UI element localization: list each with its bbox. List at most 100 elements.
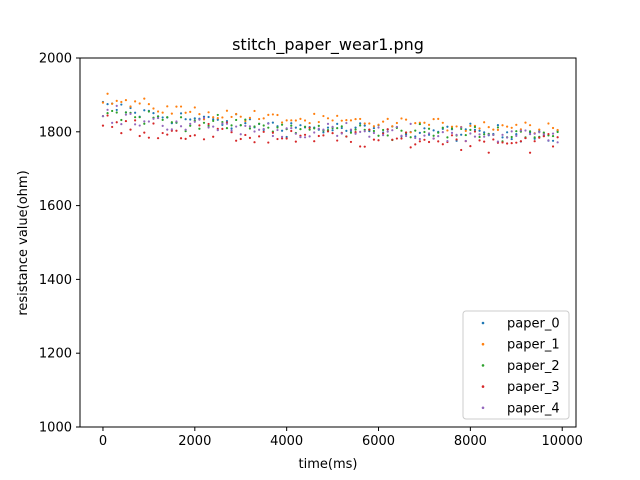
- data-point: [427, 132, 431, 135]
- data-point: [120, 118, 123, 122]
- data-point: [432, 129, 435, 132]
- data-point: [437, 131, 440, 134]
- data-point: [179, 125, 183, 128]
- plot-frame: [79, 57, 577, 428]
- data-point: [280, 135, 284, 138]
- data-point: [450, 134, 454, 137]
- data-point: [170, 121, 173, 124]
- data-point: [129, 105, 132, 108]
- data-point: [179, 116, 183, 119]
- data-point: [382, 134, 385, 137]
- data-point: [212, 125, 215, 128]
- legend-marker: [481, 321, 485, 325]
- data-point: [496, 124, 500, 127]
- data-point: [248, 127, 252, 130]
- data-point: [354, 118, 357, 121]
- data-point: [377, 134, 380, 137]
- data-point: [331, 129, 334, 132]
- data-point: [551, 139, 555, 142]
- chart-title: stitch_paper_wear1.png: [232, 35, 424, 55]
- data-point: [189, 110, 192, 113]
- data-point: [450, 127, 454, 130]
- data-point: [138, 134, 141, 138]
- data-point: [120, 100, 123, 104]
- data-point: [143, 120, 146, 123]
- data-point: [253, 109, 256, 113]
- data-point: [359, 145, 362, 148]
- data-point: [271, 113, 274, 116]
- data-point: [432, 137, 435, 140]
- data-point: [483, 140, 486, 143]
- data-point: [253, 130, 256, 133]
- data-point: [166, 133, 169, 136]
- data-point: [510, 126, 513, 129]
- data-point: [138, 124, 141, 127]
- data-point: [377, 123, 380, 126]
- data-point: [469, 122, 472, 125]
- data-point: [506, 125, 509, 128]
- data-point: [129, 112, 132, 115]
- data-point: [156, 115, 160, 118]
- data-point: [331, 131, 334, 135]
- data-point: [221, 116, 224, 119]
- data-point: [285, 135, 288, 139]
- data-point: [533, 140, 536, 143]
- data-point: [166, 128, 169, 131]
- data-point: [372, 126, 376, 130]
- data-point: [345, 118, 348, 122]
- x-axis-label: time(ms): [299, 457, 358, 472]
- data-point: [349, 140, 353, 144]
- data-point: [506, 142, 509, 145]
- data-point: [166, 105, 169, 108]
- data-point: [473, 130, 477, 133]
- data-point: [106, 111, 109, 115]
- data-point: [363, 124, 366, 127]
- data-point: [483, 135, 486, 138]
- data-point: [313, 127, 316, 130]
- y-axis-label: resistance value(ohm): [16, 170, 31, 315]
- data-point: [115, 121, 118, 124]
- data-point: [285, 127, 288, 130]
- data-point: [524, 121, 527, 124]
- data-point: [483, 131, 486, 134]
- legend-label: paper_1: [507, 338, 560, 353]
- x-axis-ticks: 0 2000 4000 6000 8000 10000: [99, 427, 583, 449]
- data-point: [271, 134, 274, 138]
- data-point: [198, 127, 201, 130]
- data-point: [244, 122, 247, 125]
- data-point: [547, 122, 550, 125]
- data-point: [262, 117, 265, 120]
- legend-marker: [481, 406, 485, 410]
- data-point: [464, 129, 467, 133]
- data-point: [487, 133, 490, 136]
- data-point: [207, 111, 210, 114]
- data-point: [225, 109, 229, 112]
- data-point: [528, 124, 532, 127]
- data-point: [326, 117, 330, 120]
- data-point: [253, 125, 256, 128]
- data-point: [212, 135, 215, 138]
- data-point: [510, 137, 513, 141]
- data-point: [212, 119, 215, 122]
- data-point: [290, 124, 293, 127]
- data-point: [506, 131, 509, 134]
- data-point: [299, 124, 302, 127]
- data-point: [115, 99, 118, 102]
- data-point: [450, 131, 454, 134]
- data-point: [359, 124, 362, 127]
- data-point: [363, 130, 366, 133]
- y-tick-label: 1200: [39, 347, 72, 362]
- data-point: [106, 108, 109, 111]
- legend-label: paper_2: [507, 359, 560, 374]
- data-point: [372, 138, 376, 141]
- data-point: [184, 128, 187, 131]
- data-point: [469, 132, 472, 135]
- data-point: [280, 123, 284, 126]
- data-point: [267, 122, 270, 125]
- data-point: [469, 124, 472, 127]
- data-point: [230, 127, 233, 130]
- data-point: [423, 127, 426, 130]
- data-point: [115, 104, 118, 107]
- data-point: [404, 118, 408, 121]
- data-point: [120, 123, 123, 126]
